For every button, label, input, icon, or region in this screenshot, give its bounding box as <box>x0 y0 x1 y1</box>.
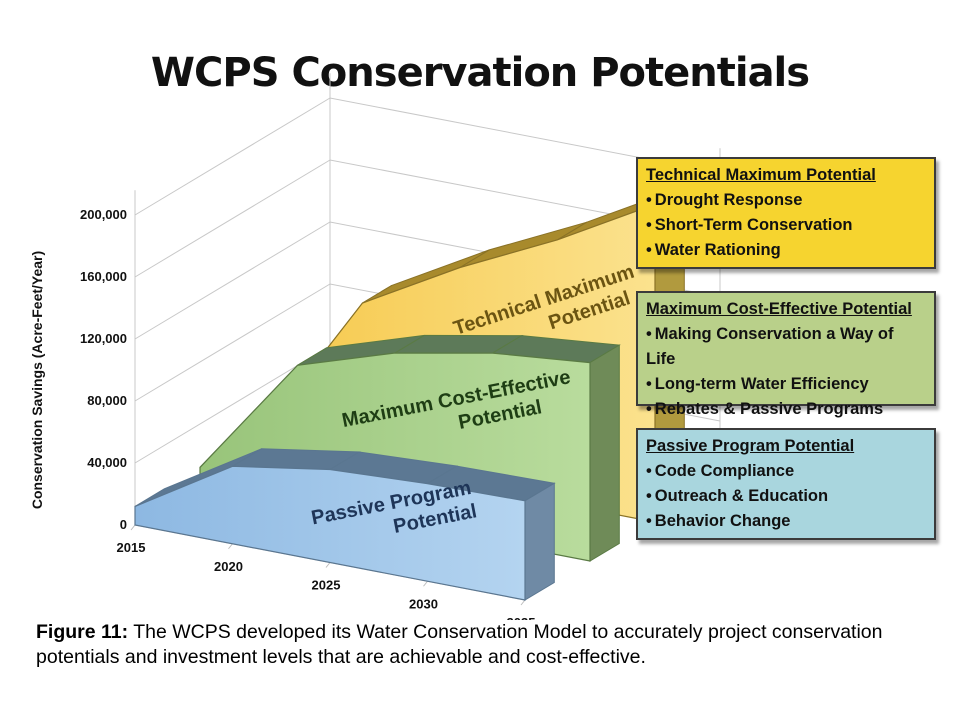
legend-item: Short-Term Conservation <box>646 213 926 238</box>
x-tick-label: 2015 <box>117 540 146 555</box>
y-axis-label: Conservation Savings (Acre-Feet/Year) <box>29 251 45 509</box>
legend-item: Long-term Water Efficiency <box>646 372 926 397</box>
chart-title: WCPS Conservation Potentials <box>150 50 810 96</box>
series-passive-program-potential: Passive ProgramPotential <box>134 448 556 601</box>
legend-technical-maximum: Technical Maximum Potential Drought Resp… <box>636 157 936 269</box>
caption-label: Figure 11: <box>36 621 129 643</box>
legend-max-cost-effective: Maximum Cost-Effective Potential Making … <box>636 291 936 418</box>
series-side-face <box>524 482 555 601</box>
x-tick <box>325 562 331 568</box>
chart-axes: 0 40,000 80,000 120,000 160,000 200,000 2015 20… <box>80 207 535 620</box>
x-tick-label: 2035 <box>507 615 536 620</box>
x-tick <box>130 524 136 531</box>
figure-caption: Figure 11: The WCPS developed its Water … <box>36 620 916 670</box>
x-tick-label: 2020 <box>214 559 243 574</box>
legend-title: Technical Maximum Potential <box>646 166 876 184</box>
legend-item: Behavior Change <box>646 509 926 534</box>
y-tick-label: 120,000 <box>80 331 127 346</box>
series-side-face <box>589 344 620 562</box>
y-tick-label: 200,000 <box>80 207 127 222</box>
legend-passive-program: Passive Program Potential Code Complianc… <box>636 428 936 540</box>
x-tick-label: 2030 <box>409 596 438 611</box>
x-tick <box>520 599 526 606</box>
caption-text: The WCPS developed its Water Conservatio… <box>36 621 883 668</box>
legend-item: Rebates & Passive Programs <box>646 397 926 422</box>
x-tick-label: 2025 <box>312 578 341 593</box>
legend-item: Outreach & Education <box>646 484 926 509</box>
gridline <box>134 97 721 216</box>
y-tick-label: 80,000 <box>87 393 127 408</box>
legend-title: Maximum Cost-Effective Potential <box>646 300 912 318</box>
y-tick-label: 0 <box>120 517 127 532</box>
legend-item: Drought Response <box>646 188 926 213</box>
legend-item: Code Compliance <box>646 459 926 484</box>
x-tick <box>423 580 428 587</box>
legend-item: Water Rationing <box>646 238 926 263</box>
legend-item: Making Conservation a Way of Life <box>646 322 926 372</box>
y-tick-label: 40,000 <box>87 455 127 470</box>
y-tick-label: 160,000 <box>80 269 127 284</box>
series-area <box>134 465 526 601</box>
legend-title: Passive Program Potential <box>646 437 855 455</box>
x-tick <box>228 543 233 550</box>
